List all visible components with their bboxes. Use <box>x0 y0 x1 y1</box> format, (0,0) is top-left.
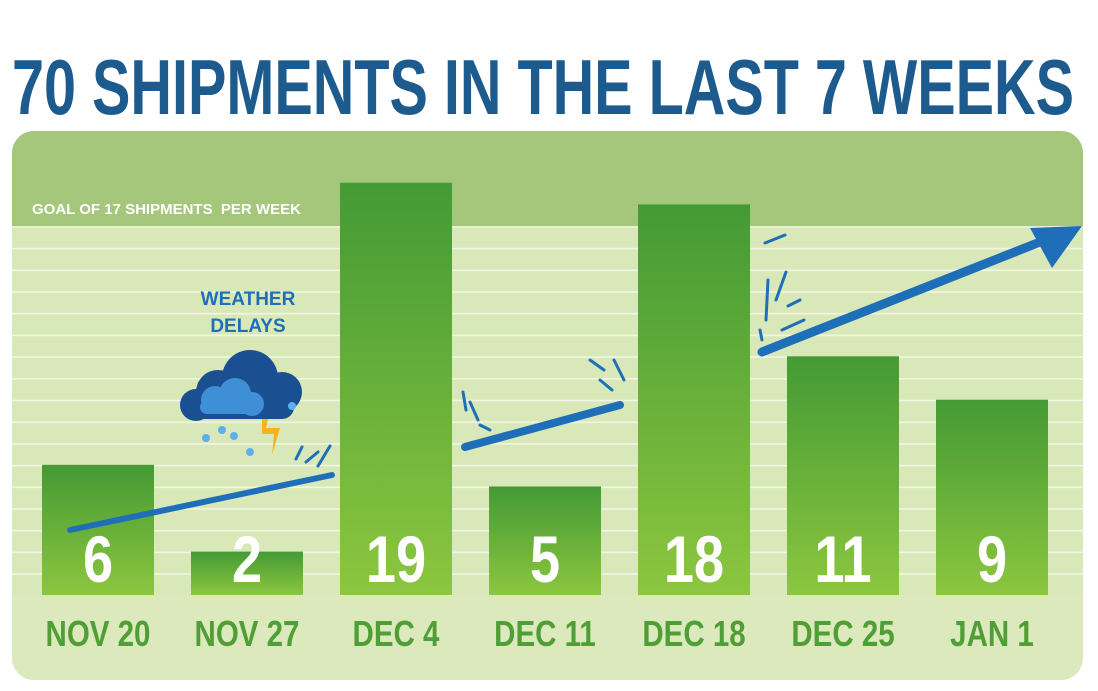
annotation: DELAYS <box>210 316 285 337</box>
bar <box>42 464 154 595</box>
bar <box>489 486 601 595</box>
bar <box>191 551 303 595</box>
chart-title: 70 SHIPMENTS IN THE LAST 7 WEEKS <box>12 43 1074 131</box>
value-label: 6 <box>83 522 113 596</box>
trend-arrow <box>757 237 1045 357</box>
x-tick-label: NOV 27 <box>195 613 300 653</box>
goal-band <box>12 131 1083 227</box>
x-tick-label: DEC 11 <box>494 613 596 653</box>
x-tick-label: JAN 1 <box>950 613 1034 653</box>
bar <box>787 356 899 595</box>
trend-arrow <box>461 401 624 451</box>
x-tick-label: DEC 4 <box>353 613 441 653</box>
x-tick-label: NOV 20 <box>46 613 151 653</box>
arrow-head <box>1030 226 1082 268</box>
x-tick-label: DEC 25 <box>791 613 894 653</box>
value-label: 2 <box>232 522 262 596</box>
panel-foot <box>12 595 1083 680</box>
trend-arrow <box>67 472 335 533</box>
value-label: 11 <box>814 522 871 596</box>
burst-marks <box>294 233 806 468</box>
bar <box>936 399 1048 595</box>
value-label: 5 <box>530 522 560 596</box>
bar <box>340 182 452 595</box>
goal-label: GOAL OF 17 SHIPMENTS PER WEEK <box>32 201 301 218</box>
annotation: WEATHER <box>201 289 296 310</box>
bar <box>638 204 750 595</box>
value-label: 18 <box>664 522 724 596</box>
weather-icon <box>180 350 302 456</box>
value-label: 9 <box>977 522 1007 596</box>
x-tick-label: DEC 18 <box>642 613 745 653</box>
panel: GOAL OF 17 SHIPMENTS PER WEEK <box>12 131 1083 680</box>
trend-arrows <box>67 226 1082 533</box>
value-label: 19 <box>366 522 426 596</box>
